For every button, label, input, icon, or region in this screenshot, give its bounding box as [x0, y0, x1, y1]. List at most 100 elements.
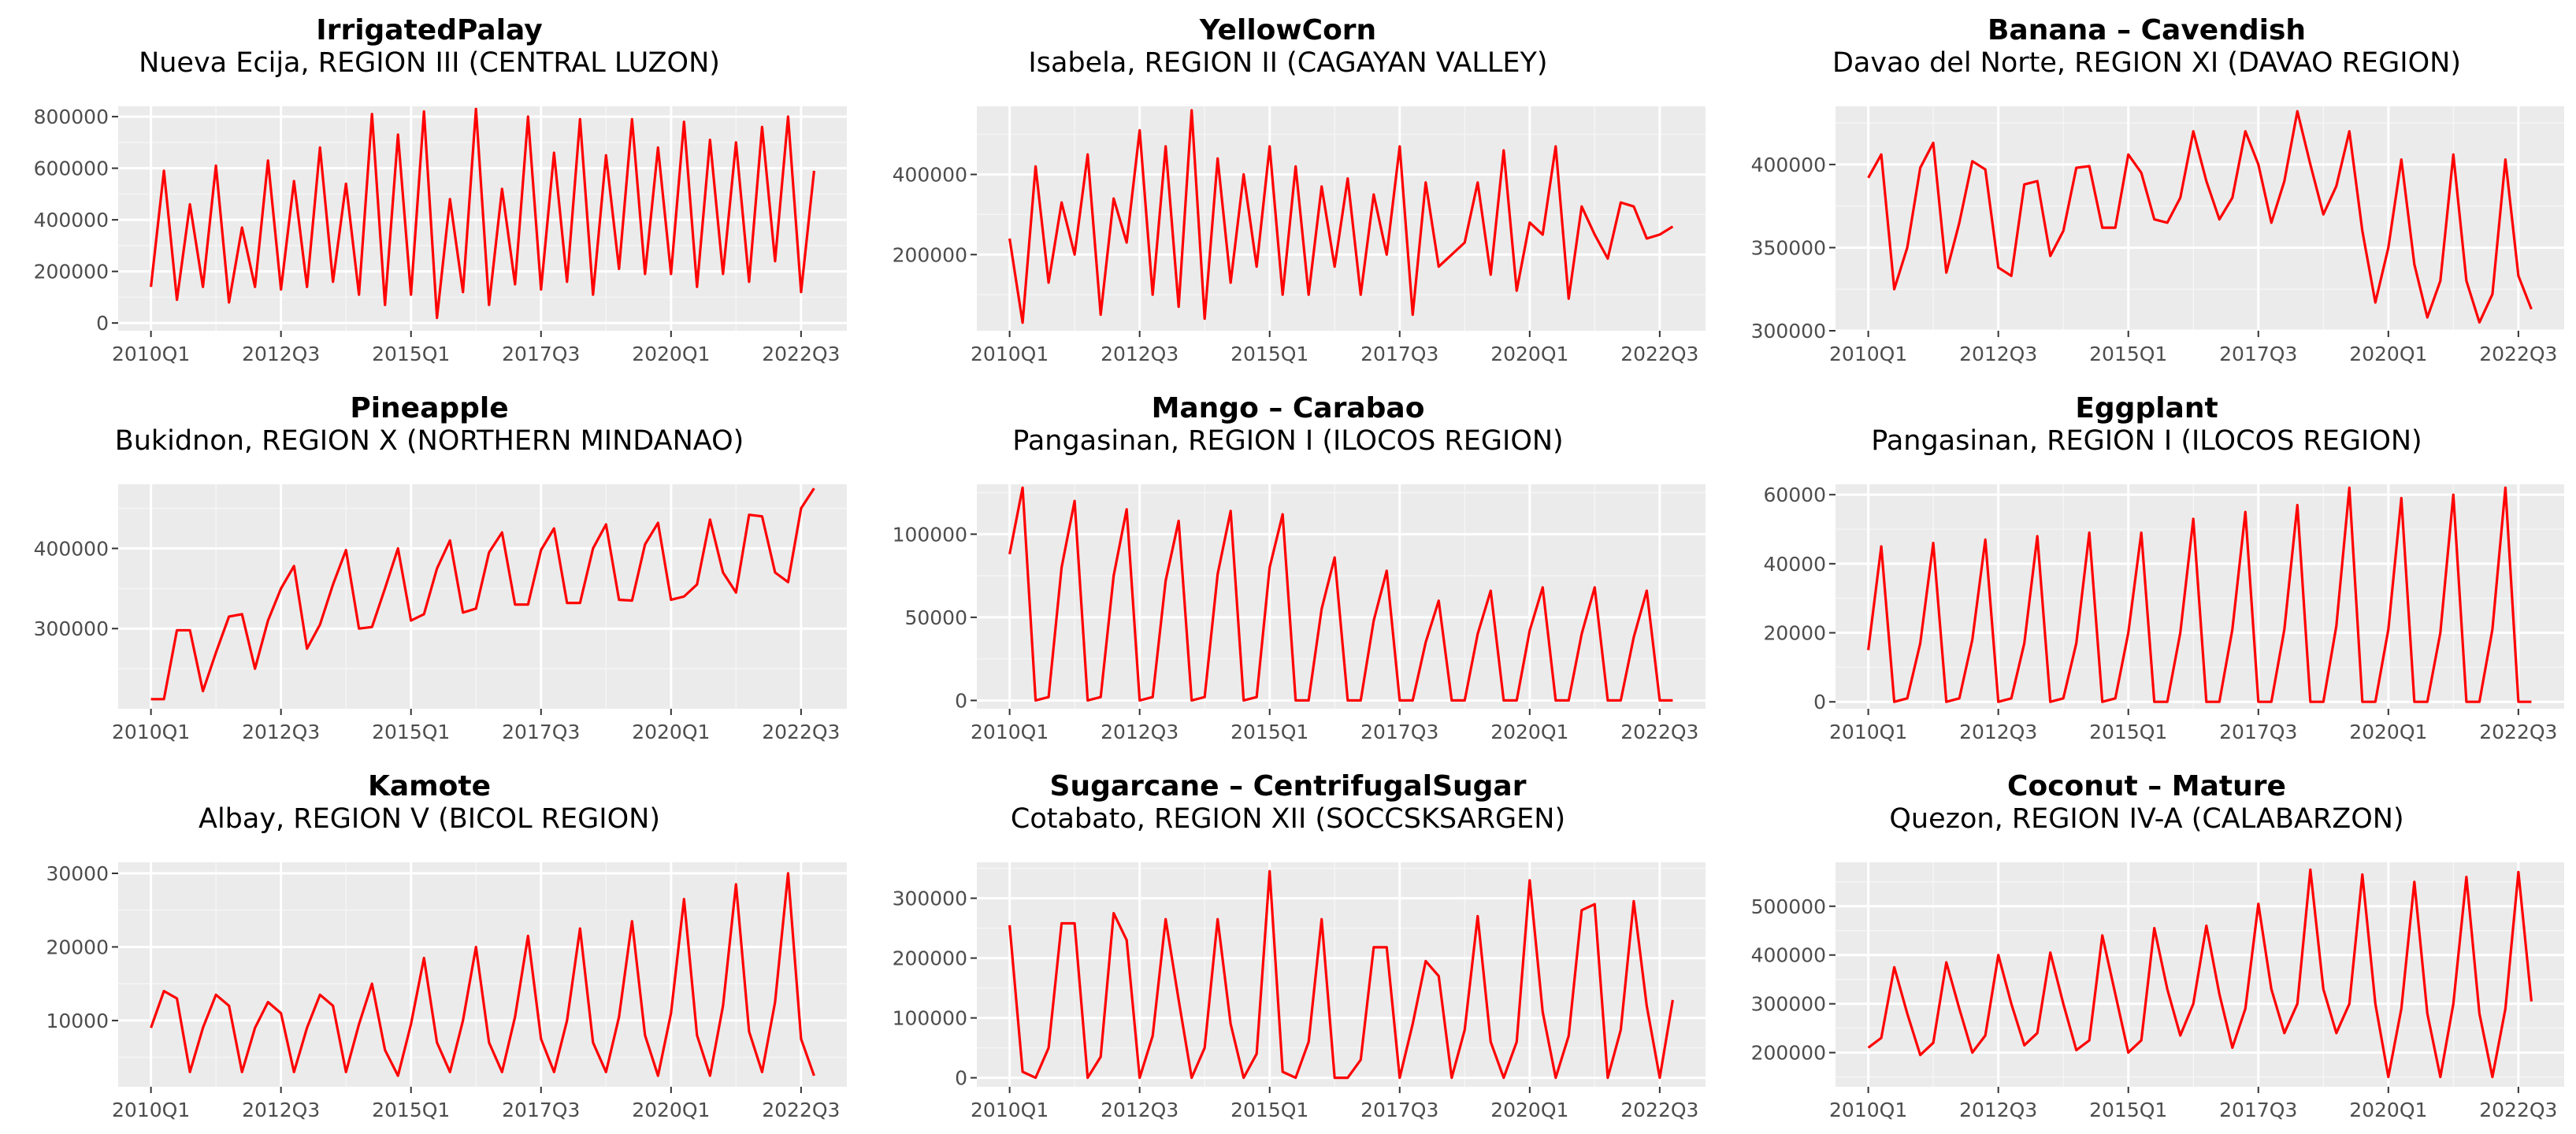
- plot-background: [118, 484, 847, 709]
- x-tick-label: 2017Q3: [1360, 1099, 1438, 1121]
- y-tick-label: 200000: [1751, 1042, 1826, 1065]
- y-tick-label: 800000: [34, 106, 109, 128]
- x-tick-label: 2015Q1: [372, 721, 450, 743]
- line-plot: 0 50000 100000 2010Q1 2012Q3 2015Q1 2017Q3 2020…: [893, 484, 1706, 743]
- x-tick-label: 2015Q1: [1230, 343, 1308, 365]
- x-tick-label: 2012Q3: [1101, 1099, 1179, 1121]
- x-tick-label: 2020Q1: [632, 343, 710, 365]
- x-tick-label: 2022Q3: [762, 721, 840, 743]
- series-line: [1008, 869, 1674, 1080]
- plot-background: [1835, 862, 2564, 1087]
- y-tick-label: 600000: [34, 158, 109, 180]
- series-line: [1867, 868, 2533, 1079]
- panel-title: Kamote: [367, 770, 492, 802]
- panel-subtitle: Quezon, REGION IV-A (CALABARZON): [1889, 803, 2404, 835]
- x-tick-label: 2017Q3: [502, 343, 580, 365]
- x-tick-label: 2015Q1: [2089, 1099, 2167, 1121]
- x-tick-label: 2017Q3: [1360, 343, 1438, 365]
- panel-yellow-corn: YellowCorn Isabela, REGION II (CAGAYAN V…: [859, 0, 1717, 378]
- x-tick-label: 2022Q3: [1620, 721, 1698, 743]
- x-tick-label: 2010Q1: [1829, 721, 1907, 743]
- panel-mango-carabao: Mango – Carabao Pangasinan, REGION I (IL…: [859, 378, 1717, 756]
- series-line: [150, 107, 815, 320]
- panel-subtitle: Isabela, REGION II (CAGAYAN VALLEY): [1028, 47, 1548, 79]
- panel-pineapple: Pineapple Bukidnon, REGION X (NORTHERN M…: [0, 378, 859, 756]
- x-tick-label: 2020Q1: [2349, 1099, 2427, 1121]
- line-plot: 300000 350000 400000 2010Q1 2012Q3 2015Q1 2017…: [1751, 106, 2564, 365]
- x-tick-label: 2022Q3: [2479, 1099, 2557, 1121]
- x-tick-label: 2017Q3: [2219, 1099, 2297, 1121]
- y-tick-label: 0: [96, 312, 109, 335]
- x-tick-label: 2015Q1: [372, 1099, 450, 1121]
- x-tick-label: 2015Q1: [1230, 1099, 1308, 1121]
- x-tick-label: 2010Q1: [112, 343, 190, 365]
- panel-subtitle: Albay, REGION V (BICOL REGION): [199, 803, 660, 835]
- y-tick-label: 0: [1813, 691, 1826, 713]
- x-tick-label: 2020Q1: [1490, 721, 1568, 743]
- x-tick-label: 2020Q1: [1490, 343, 1568, 365]
- y-tick-label: 500000: [1751, 895, 1826, 918]
- y-tick-label: 300000: [1751, 320, 1826, 343]
- x-tick-label: 2022Q3: [762, 1099, 840, 1121]
- x-tick-label: 2012Q3: [1101, 343, 1179, 365]
- panel-subtitle: Pangasinan, REGION I (ILOCOS REGION): [1012, 425, 1564, 457]
- x-tick-label: 2022Q3: [2479, 343, 2557, 365]
- x-tick-label: 2020Q1: [1490, 1099, 1568, 1121]
- x-tick-label: 2012Q3: [242, 1099, 320, 1121]
- panel-title: YellowCorn: [1199, 14, 1377, 46]
- panel-title: Eggplant: [2075, 392, 2218, 424]
- y-tick-label: 0: [955, 689, 967, 712]
- x-tick-label: 2012Q3: [1959, 1099, 2037, 1121]
- line-plot: 200000 400000 2010Q1 2012Q3 2015Q1 2017Q3 2020…: [893, 106, 1706, 365]
- y-tick-label: 400000: [34, 537, 109, 560]
- line-plot: 200000 300000 400000 500000 2010Q1 2012Q3 2015…: [1751, 862, 2564, 1121]
- x-tick-label: 2017Q3: [502, 721, 580, 743]
- plot-background: [1835, 106, 2564, 331]
- x-tick-label: 2017Q3: [1360, 721, 1438, 743]
- x-tick-label: 2012Q3: [1101, 721, 1179, 743]
- y-tick-label: 400000: [1751, 944, 1826, 967]
- line-plot: 0 200000 400000 600000 800000 2010Q1 2012Q3 201…: [34, 106, 847, 365]
- x-tick-label: 2020Q1: [2349, 343, 2427, 365]
- panel-title: Banana – Cavendish: [1987, 14, 2307, 46]
- x-tick-label: 2010Q1: [1829, 1099, 1907, 1121]
- x-tick-label: 2017Q3: [502, 1099, 580, 1121]
- series-line: [1867, 109, 2533, 324]
- x-tick-label: 2022Q3: [2479, 721, 2557, 743]
- line-plot: 0 20000 40000 60000 2010Q1 2012Q3 2015Q1 2017Q3…: [1763, 484, 2564, 743]
- series-line: [150, 487, 815, 701]
- panel-irrigated-palay: IrrigatedPalay Nueva Ecija, REGION III (…: [0, 0, 859, 378]
- x-tick-label: 2012Q3: [1959, 721, 2037, 743]
- y-tick-label: 10000: [46, 1010, 109, 1032]
- x-tick-label: 2020Q1: [632, 1099, 710, 1121]
- y-tick-label: 400000: [893, 164, 967, 187]
- y-tick-label: 400000: [34, 209, 109, 232]
- y-tick-label: 200000: [893, 947, 967, 970]
- line-plot: 0 100000 200000 300000 2010Q1 2012Q3 2015Q1 201…: [893, 862, 1706, 1121]
- x-tick-label: 2010Q1: [112, 721, 190, 743]
- x-tick-label: 2017Q3: [2219, 721, 2297, 743]
- y-tick-label: 60000: [1763, 484, 1826, 506]
- panel-title: Mango – Carabao: [1151, 392, 1425, 424]
- x-tick-label: 2017Q3: [2219, 343, 2297, 365]
- panel-banana-cavendish: Banana – Cavendish Davao del Norte, REGI…: [1717, 0, 2576, 378]
- x-tick-label: 2022Q3: [1620, 1099, 1698, 1121]
- line-plot: 10000 20000 30000 2010Q1 2012Q3 2015Q1 2017Q3 2…: [46, 862, 847, 1121]
- series-line: [150, 872, 815, 1077]
- x-tick-label: 2010Q1: [971, 721, 1049, 743]
- panel-title: Coconut – Mature: [2007, 770, 2286, 802]
- y-tick-label: 200000: [34, 261, 109, 284]
- x-tick-label: 2020Q1: [632, 721, 710, 743]
- y-tick-label: 300000: [1751, 993, 1826, 1016]
- y-tick-label: 40000: [1763, 553, 1826, 576]
- panel-subtitle: Cotabato, REGION XII (SOCCSKSARGEN): [1010, 803, 1566, 835]
- panel-eggplant: Eggplant Pangasinan, REGION I (ILOCOS RE…: [1717, 378, 2576, 756]
- panel-title: Pineapple: [350, 392, 509, 424]
- y-tick-label: 20000: [1763, 622, 1826, 645]
- panel-subtitle: Davao del Norte, REGION XI (DAVAO REGION…: [1832, 47, 2461, 79]
- line-plot: 300000 400000 2010Q1 2012Q3 2015Q1 2017Q3 2020…: [34, 484, 847, 743]
- x-tick-label: 2015Q1: [372, 343, 450, 365]
- panel-title: IrrigatedPalay: [316, 14, 543, 46]
- panel-kamote: Kamote Albay, REGION V (BICOL REGION) 10…: [0, 756, 859, 1134]
